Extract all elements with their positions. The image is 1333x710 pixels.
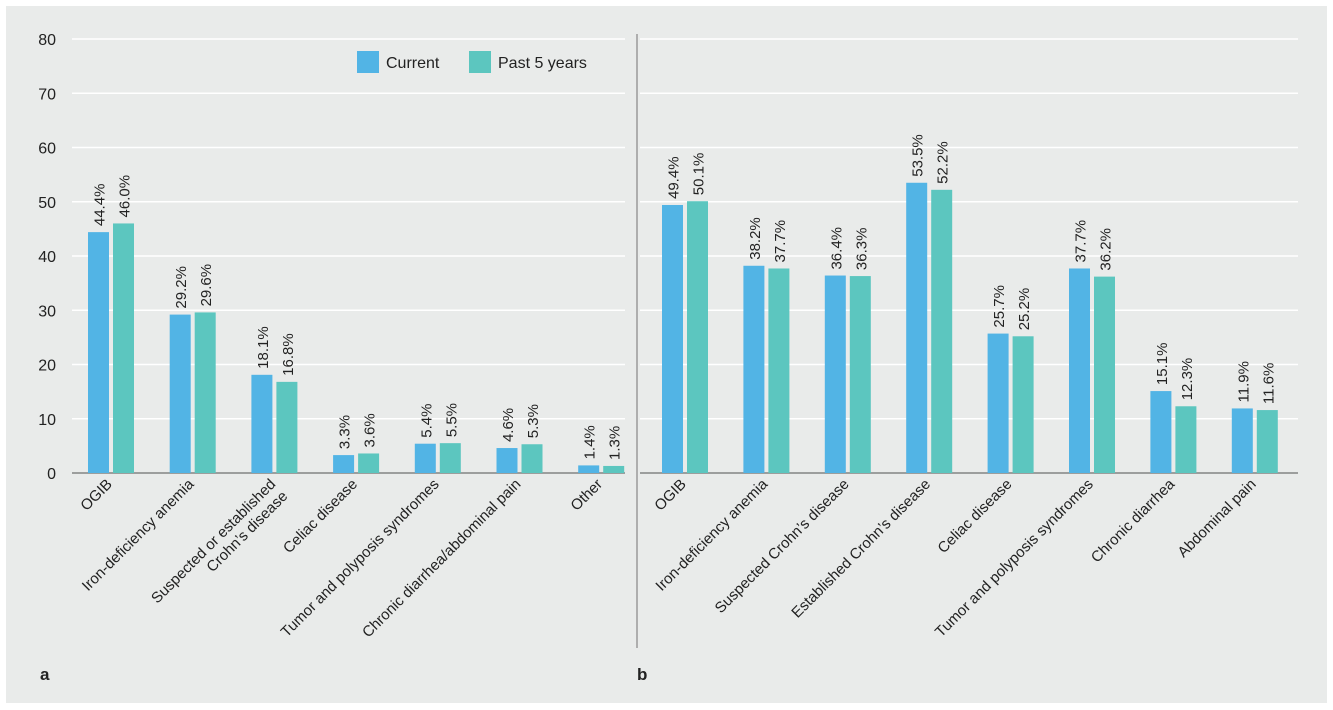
- bar: [931, 189, 953, 473]
- data-label: 36.4%: [828, 227, 845, 270]
- data-label: 1.3%: [607, 426, 624, 460]
- y-tick-label: 10: [38, 412, 56, 429]
- bar: [987, 333, 1009, 473]
- data-label: 18.1%: [255, 326, 272, 369]
- bar: [743, 265, 765, 473]
- bar: [251, 374, 273, 473]
- bar: [768, 268, 790, 473]
- y-tick-label: 80: [38, 32, 56, 49]
- legend-label: Current: [386, 55, 440, 72]
- y-tick-label: 70: [38, 86, 56, 103]
- y-tick-label: 40: [38, 249, 56, 266]
- bar: [687, 201, 708, 473]
- bar: [578, 465, 600, 473]
- legend-swatch: [357, 51, 379, 73]
- data-label: 5.4%: [418, 404, 435, 438]
- bar: [662, 205, 683, 473]
- bar: [194, 312, 216, 473]
- data-label: 12.3%: [1179, 358, 1196, 401]
- data-label: 11.9%: [1235, 361, 1252, 402]
- data-label: 16.8%: [280, 333, 297, 376]
- panel-label: a: [40, 665, 50, 684]
- bar: [414, 443, 436, 473]
- bar: [824, 275, 846, 473]
- data-label: 38.2%: [747, 217, 764, 260]
- data-label: 11.6%: [1260, 363, 1277, 404]
- data-label: 29.6%: [198, 264, 215, 307]
- bar: [1175, 406, 1197, 473]
- data-label: 3.6%: [362, 413, 379, 447]
- data-label: 25.7%: [991, 285, 1008, 328]
- data-label: 37.7%: [772, 220, 789, 263]
- legend-label: Past 5 years: [498, 55, 587, 72]
- y-tick-label: 50: [38, 195, 56, 212]
- data-label: 29.2%: [173, 266, 190, 309]
- data-label: 50.1%: [691, 153, 708, 196]
- bar: [603, 465, 625, 473]
- bar: [849, 276, 871, 473]
- data-label: 15.1%: [1154, 343, 1171, 386]
- bar: [1256, 410, 1278, 473]
- bar: [113, 223, 134, 473]
- bar: [358, 453, 380, 473]
- data-label: 49.4%: [666, 156, 683, 199]
- bar: [496, 448, 518, 473]
- bar: [88, 232, 109, 473]
- data-label: 1.4%: [582, 425, 599, 459]
- data-label: 36.3%: [853, 228, 870, 271]
- data-label: 46.0%: [117, 175, 134, 218]
- panel-label: b: [637, 665, 647, 684]
- data-label: 5.3%: [525, 404, 542, 438]
- data-label: 36.2%: [1098, 228, 1115, 271]
- data-label: 37.7%: [1073, 220, 1090, 263]
- legend: Current Past 5 years: [357, 51, 587, 73]
- data-label: 44.4%: [92, 184, 109, 227]
- bar: [276, 381, 298, 473]
- y-tick-label: 0: [47, 466, 56, 483]
- y-tick-label: 60: [38, 141, 56, 158]
- y-tick-label: 20: [38, 358, 56, 375]
- bar: [1069, 268, 1090, 473]
- legend-swatch: [469, 51, 491, 73]
- bar: [333, 455, 355, 473]
- bar: [1094, 276, 1115, 473]
- bar: [1012, 336, 1034, 473]
- bar: [521, 444, 543, 473]
- bar: [169, 314, 191, 473]
- bar: [906, 182, 928, 473]
- data-label: 5.5%: [443, 403, 460, 437]
- data-label: 3.3%: [337, 415, 354, 449]
- data-label: 52.2%: [935, 141, 952, 184]
- bar: [1231, 408, 1253, 473]
- data-label: 53.5%: [910, 134, 927, 177]
- y-tick-label: 30: [38, 303, 56, 320]
- data-label: 25.2%: [1016, 288, 1033, 331]
- bar: [1150, 391, 1172, 473]
- data-label: 4.6%: [500, 408, 517, 442]
- bar: [439, 443, 461, 473]
